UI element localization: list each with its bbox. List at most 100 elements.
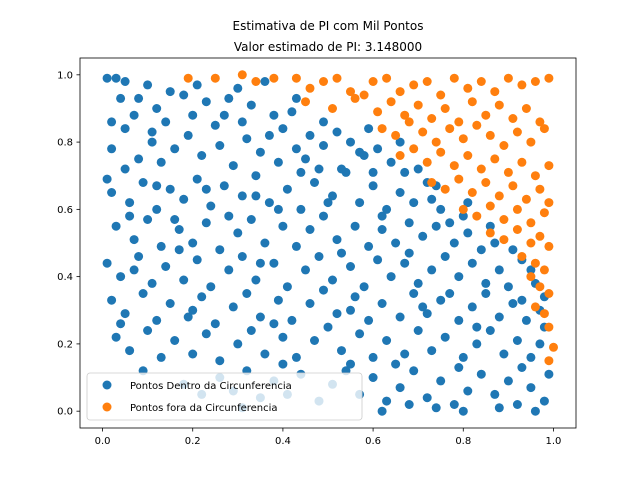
point-inside bbox=[201, 218, 211, 228]
point-outside bbox=[467, 97, 477, 107]
point-inside bbox=[260, 77, 270, 86]
point-inside bbox=[246, 100, 256, 110]
point-inside bbox=[395, 312, 405, 322]
point-inside bbox=[138, 289, 148, 298]
point-inside bbox=[337, 164, 346, 174]
point-inside bbox=[427, 346, 437, 356]
point-inside bbox=[445, 289, 455, 298]
y-tick-label: 1.0 bbox=[57, 70, 73, 81]
point-outside bbox=[328, 104, 337, 113]
point-inside bbox=[395, 383, 405, 393]
point-inside bbox=[147, 127, 157, 137]
point-inside bbox=[291, 352, 301, 362]
point-outside bbox=[544, 73, 554, 83]
point-outside bbox=[413, 100, 423, 110]
point-outside bbox=[301, 97, 310, 107]
point-outside bbox=[291, 73, 301, 83]
point-outside bbox=[521, 104, 531, 113]
x-tick-label: 0.4 bbox=[275, 436, 291, 447]
point-inside bbox=[296, 204, 306, 214]
y-tick-label: 0.6 bbox=[57, 205, 73, 216]
point-inside bbox=[282, 184, 292, 194]
point-inside bbox=[152, 181, 162, 191]
point-outside bbox=[539, 309, 549, 319]
point-inside bbox=[125, 211, 135, 221]
point-inside bbox=[206, 201, 216, 211]
point-outside bbox=[210, 73, 220, 83]
point-inside bbox=[364, 241, 374, 251]
point-outside bbox=[503, 73, 513, 83]
point-inside bbox=[422, 393, 432, 403]
point-inside bbox=[156, 157, 166, 167]
point-inside bbox=[120, 309, 130, 319]
point-outside bbox=[517, 80, 527, 90]
point-inside bbox=[111, 221, 121, 231]
point-outside bbox=[409, 80, 419, 90]
legend: Pontos Dentro da Circunferencia Pontos f… bbox=[86, 372, 363, 421]
point-outside bbox=[517, 157, 527, 167]
point-inside bbox=[440, 332, 450, 342]
point-outside bbox=[517, 252, 527, 261]
point-inside bbox=[273, 295, 283, 305]
point-outside bbox=[409, 144, 419, 154]
point-inside bbox=[188, 305, 198, 315]
point-outside bbox=[512, 225, 522, 234]
x-tick-label: 1.0 bbox=[546, 436, 562, 447]
point-inside bbox=[134, 154, 144, 164]
point-inside bbox=[161, 117, 171, 127]
point-inside bbox=[535, 339, 545, 349]
x-tick-label: 0.8 bbox=[455, 436, 471, 447]
point-outside bbox=[490, 154, 500, 164]
point-inside bbox=[319, 285, 328, 295]
point-outside bbox=[526, 137, 536, 147]
point-outside bbox=[436, 90, 446, 100]
point-inside bbox=[413, 278, 423, 288]
point-inside bbox=[120, 124, 130, 134]
y-tick-label: 0.4 bbox=[57, 272, 73, 283]
point-inside bbox=[431, 403, 441, 413]
point-inside bbox=[404, 218, 414, 228]
point-inside bbox=[503, 282, 513, 292]
point-inside bbox=[197, 151, 207, 160]
point-inside bbox=[436, 376, 446, 386]
point-outside bbox=[440, 184, 450, 194]
point-outside bbox=[526, 238, 536, 248]
point-inside bbox=[485, 221, 495, 231]
point-inside bbox=[328, 275, 337, 285]
point-outside bbox=[508, 114, 518, 123]
point-outside bbox=[404, 117, 414, 127]
point-outside bbox=[485, 228, 495, 238]
point-inside bbox=[102, 258, 112, 268]
point-inside bbox=[508, 299, 518, 308]
point-outside bbox=[530, 77, 540, 86]
point-inside bbox=[400, 167, 410, 177]
point-inside bbox=[174, 245, 184, 255]
point-inside bbox=[152, 104, 162, 113]
point-inside bbox=[485, 326, 495, 335]
point-outside bbox=[544, 289, 554, 298]
point-inside bbox=[368, 373, 378, 382]
point-outside bbox=[346, 87, 355, 97]
point-inside bbox=[107, 144, 117, 154]
point-inside bbox=[278, 359, 288, 369]
point-outside bbox=[539, 265, 549, 275]
y-tick-label: 0.0 bbox=[57, 407, 73, 418]
point-inside bbox=[526, 352, 536, 362]
point-outside bbox=[539, 208, 549, 218]
point-inside bbox=[210, 319, 220, 329]
point-outside bbox=[251, 77, 261, 86]
point-inside bbox=[472, 322, 482, 332]
point-inside bbox=[400, 258, 410, 268]
point-inside bbox=[539, 396, 549, 406]
point-inside bbox=[544, 369, 554, 379]
point-inside bbox=[337, 248, 346, 258]
point-inside bbox=[282, 282, 292, 292]
point-inside bbox=[215, 245, 225, 255]
point-inside bbox=[481, 278, 491, 288]
point-inside bbox=[526, 383, 536, 393]
point-inside bbox=[111, 332, 121, 342]
point-inside bbox=[264, 130, 274, 140]
point-inside bbox=[183, 312, 193, 322]
point-inside bbox=[147, 137, 157, 147]
point-inside bbox=[368, 167, 378, 177]
